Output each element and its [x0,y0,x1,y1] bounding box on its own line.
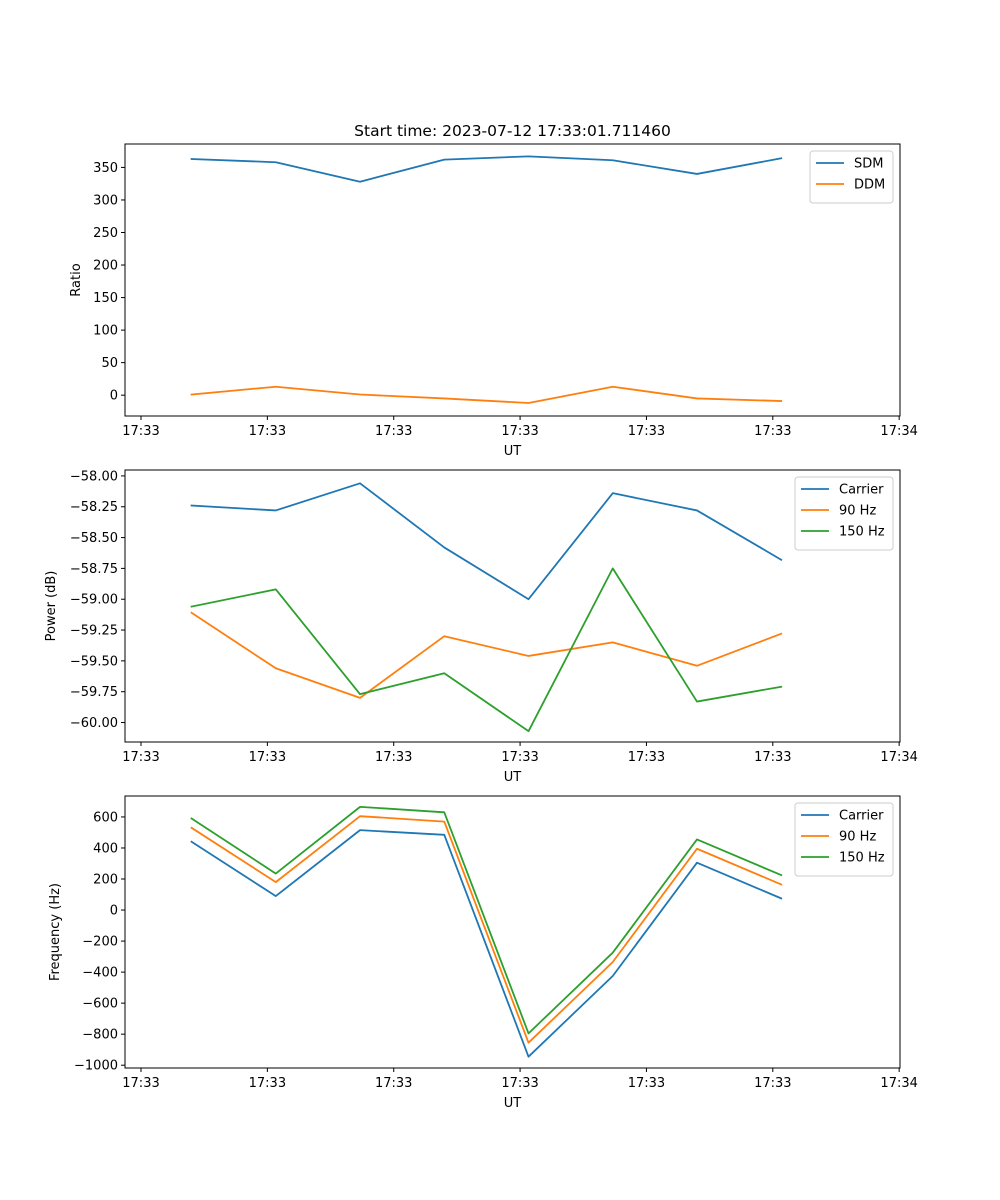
y-tick-label: 250 [93,226,118,241]
x-tick-label: 17:33 [122,1076,159,1091]
x-tick-label: 17:34 [880,750,917,765]
x-tick-label: 17:33 [375,750,412,765]
x-tick-label: 17:33 [249,424,286,439]
x-tick-label: 17:34 [880,1076,917,1091]
y-tick-label: −800 [82,1028,118,1043]
y-tick-label: 200 [93,873,118,888]
x-tick-label: 17:33 [754,750,791,765]
y-tick-label: 200 [93,259,118,274]
y-tick-label: −58.50 [70,531,118,546]
x-tick-label: 17:33 [501,750,538,765]
y-tick-label: −59.50 [70,654,118,669]
x-tick-label: 17:34 [880,424,917,439]
series-line-90-hz [190,815,783,1044]
y-tick-label: 50 [101,356,118,371]
legend: Carrier 90 Hz 150 Hz [794,802,894,877]
x-axis-label: UT [504,444,522,459]
x-tick-label: 17:33 [249,1076,286,1091]
legend-label: 90 Hz [839,504,876,519]
axes-frame [124,795,901,1069]
y-tick-label: −1000 [74,1059,118,1074]
series-line-carrier [190,482,783,601]
y-tick-label: −58.75 [70,562,118,577]
series-line-90-hz [190,611,783,699]
y-tick-label: −58.25 [70,500,118,515]
y-tick-label: 100 [93,324,118,339]
ratio-panel: 17:33 17:33 17:33 17:33 17:33 17:33 17:34 0 50 10… [69,143,918,459]
y-tick-label: −58.00 [70,469,118,484]
series-line-carrier [190,829,783,1058]
series-line-150-hz [190,567,783,733]
y-tick-label: −200 [82,935,118,950]
x-tick-label: 17:33 [754,1076,791,1091]
x-tick-label: 17:33 [628,1076,665,1091]
x-tick-label: 17:33 [122,424,159,439]
y-tick-label: −59.25 [70,624,118,639]
x-tick-label: 17:33 [501,1076,538,1091]
legend-label: 150 Hz [839,851,885,866]
series-line-ddm [190,385,783,404]
y-tick-label: 400 [93,841,118,856]
y-tick-label: 0 [110,389,118,404]
y-tick-label: 0 [110,904,118,919]
y-tick-label: −59.75 [70,685,118,700]
legend-label: DDM [854,178,885,193]
x-tick-label: 17:33 [628,424,665,439]
legend-frame [809,150,894,204]
x-tick-label: 17:33 [754,424,791,439]
x-axis-label: UT [504,770,522,785]
figure-title: Start time: 2023-07-12 17:33:01.711460 [354,122,671,140]
legend-label: Carrier [839,809,884,824]
legend: SDM DDM [809,150,894,204]
axes-frame [124,143,901,417]
y-tick-label: −59.00 [70,593,118,608]
x-tick-label: 17:33 [628,750,665,765]
y-tick-label: −600 [82,997,118,1012]
y-tick-label: 150 [93,291,118,306]
legend: Carrier 90 Hz 150 Hz [794,476,894,551]
x-tick-label: 17:33 [501,424,538,439]
y-axis-label: Power (dB) [44,571,59,642]
y-tick-label: −60.00 [70,716,118,731]
y-axis-label: Ratio [69,263,84,296]
legend-label: 90 Hz [839,830,876,845]
series-line-150-hz [190,805,783,1035]
x-tick-label: 17:33 [122,750,159,765]
legend-label: Carrier [839,483,884,498]
legend-label: SDM [854,157,883,172]
y-tick-label: 300 [93,193,118,208]
y-axis-label: Frequency (Hz) [48,883,63,981]
legend-label: 150 Hz [839,525,885,540]
x-tick-label: 17:33 [375,1076,412,1091]
y-tick-label: 600 [93,810,118,825]
axes-frame [124,469,901,743]
x-tick-label: 17:33 [249,750,286,765]
y-tick-label: −400 [82,966,118,981]
x-axis-label: UT [504,1096,522,1111]
y-tick-label: 350 [93,161,118,176]
power-panel: 17:33 17:33 17:33 17:33 17:33 17:33 17:34 −60.0… [44,469,918,785]
frequency-panel: 17:33 17:33 17:33 17:33 17:33 17:33 17:34 −1000… [48,795,918,1111]
x-tick-label: 17:33 [375,424,412,439]
series-line-sdm [190,155,783,183]
